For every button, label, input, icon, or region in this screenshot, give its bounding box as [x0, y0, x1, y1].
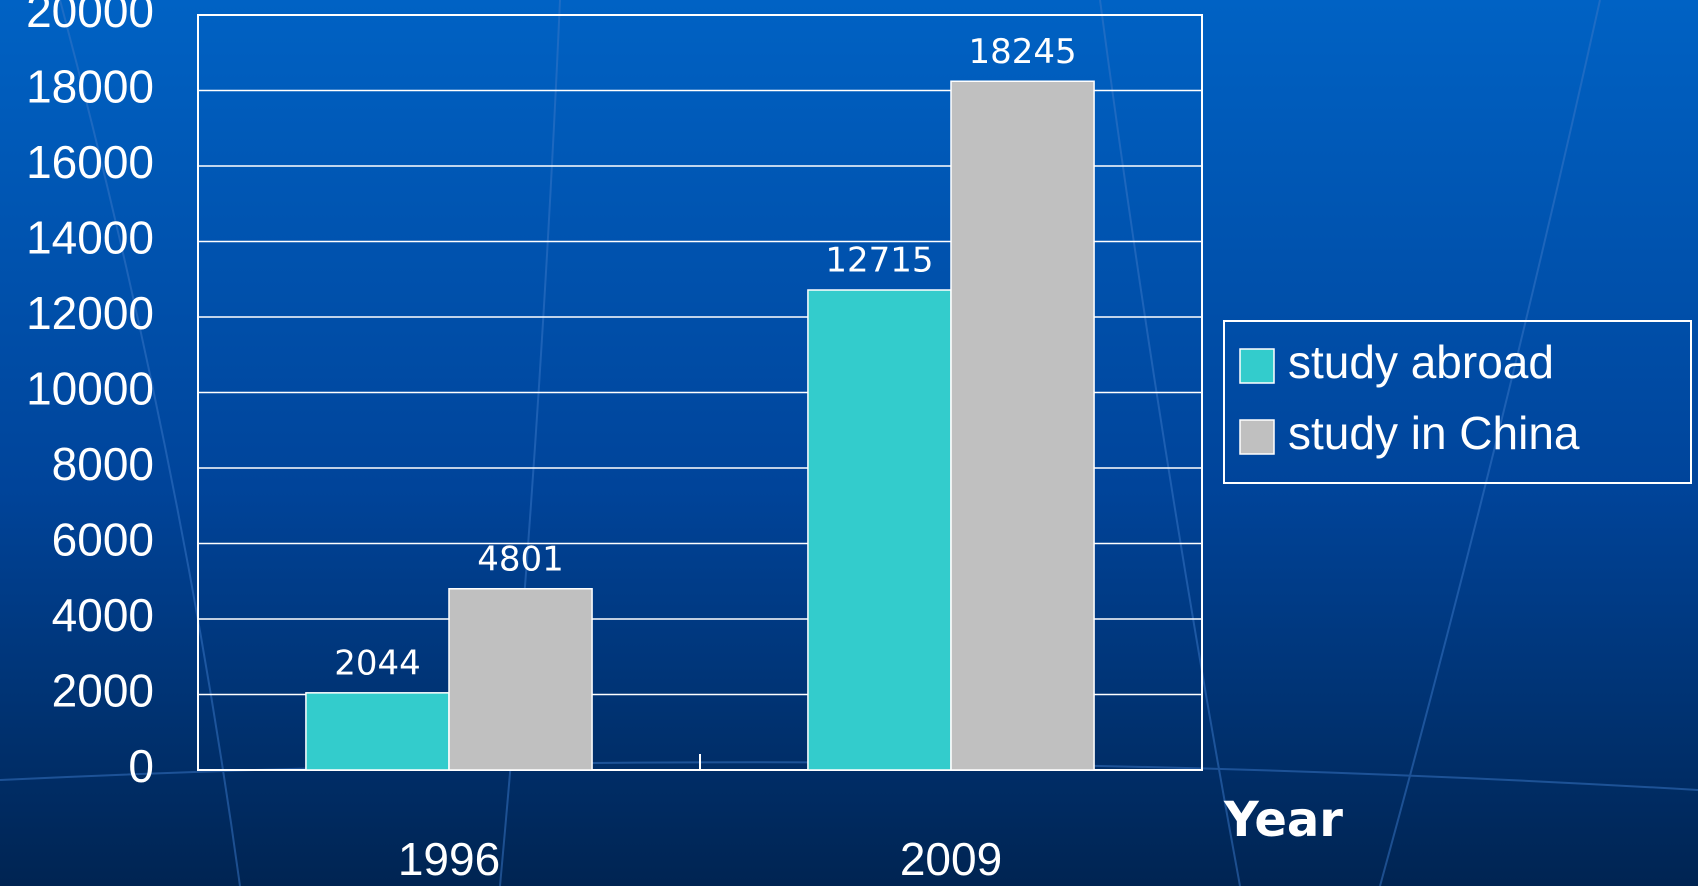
- x-tick-label: 1996: [398, 833, 500, 885]
- bar: [807, 289, 952, 771]
- bar: [448, 588, 593, 771]
- value-label: 12715: [825, 241, 933, 281]
- legend-swatch: [1239, 419, 1275, 455]
- y-tick-label: 4000: [52, 589, 154, 641]
- y-tick-label: 6000: [52, 514, 154, 566]
- legend-label: study abroad: [1288, 336, 1554, 388]
- y-tick-label: 8000: [52, 438, 154, 490]
- legend-swatch: [1239, 348, 1275, 384]
- x-tick-label: 2009: [900, 833, 1002, 885]
- y-tick-label: 2000: [52, 665, 154, 717]
- y-tick-label: 16000: [26, 136, 154, 188]
- legend-box: [1223, 320, 1692, 484]
- y-tick-label: 18000: [26, 61, 154, 113]
- y-tick-label: 12000: [26, 287, 154, 339]
- y-tick-label: 10000: [26, 363, 154, 415]
- y-tick-label: 14000: [26, 212, 154, 264]
- x-axis-label: Year: [1223, 792, 1343, 848]
- bar: [950, 80, 1095, 771]
- y-tick-label: 0: [128, 740, 154, 792]
- value-label: 4801: [477, 539, 564, 579]
- bar: [305, 692, 450, 771]
- legend-label: study in China: [1288, 407, 1580, 459]
- value-label: 18245: [968, 32, 1076, 72]
- y-tick-label: 20000: [26, 0, 154, 37]
- value-label: 2044: [334, 643, 421, 683]
